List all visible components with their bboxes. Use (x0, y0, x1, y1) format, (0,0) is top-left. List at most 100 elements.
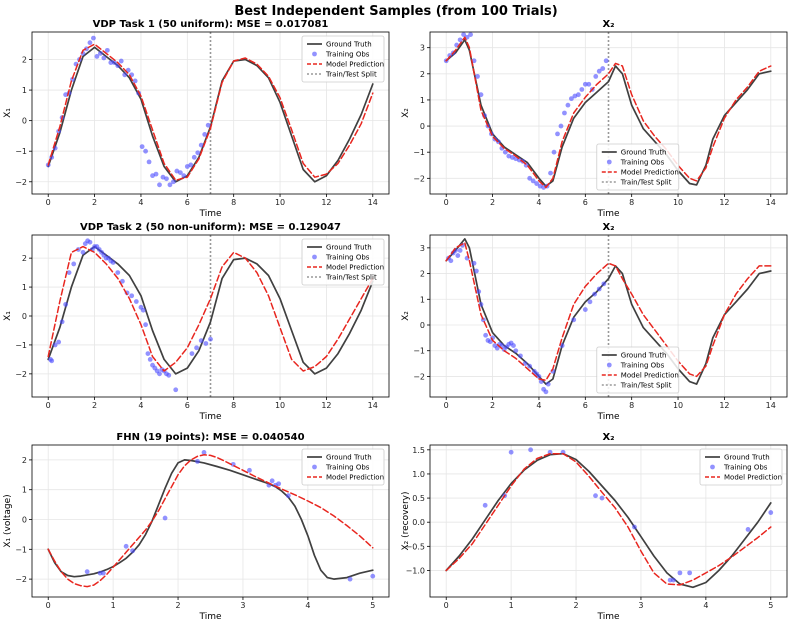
y-tick-label: 1 (22, 486, 27, 495)
training-obs-point (87, 239, 93, 245)
legend-label: Train/Test Split (325, 71, 377, 79)
training-obs-point (543, 389, 549, 395)
training-obs-point (468, 32, 473, 38)
x-tick-label: 10 (673, 401, 683, 410)
y-tick-label: 2 (22, 254, 27, 263)
training-obs-point (195, 150, 201, 156)
training-obs-point (94, 54, 100, 59)
training-obs-point (173, 387, 179, 393)
training-obs-point (518, 353, 523, 359)
training-obs-point (129, 293, 135, 299)
x-axis-label: Time (198, 612, 221, 622)
training-obs-point (471, 58, 477, 64)
training-obs-point (587, 299, 593, 305)
training-obs-point (513, 348, 519, 354)
training-obs-point (162, 515, 168, 521)
y-tick-label: 0 (420, 321, 425, 330)
legend-label: Ground Truth (326, 454, 372, 462)
y-tick-label: −2 (413, 372, 425, 381)
legend-label: Train/Test Split (620, 382, 672, 390)
training-obs-point (157, 371, 162, 377)
training-obs-point (118, 58, 124, 64)
training-obs-point (130, 548, 136, 554)
training-obs-point (471, 260, 477, 266)
training-obs-point (671, 577, 676, 583)
y-tick-label: −1 (413, 347, 425, 356)
legend-label: Ground Truth (621, 149, 667, 157)
training-obs-point (582, 81, 588, 87)
legend-label: Training Obs (325, 51, 370, 59)
panel-title: FHN (19 points): MSE = 0.040540 (116, 432, 304, 443)
plot-marks (47, 450, 376, 588)
legend-box (699, 448, 783, 486)
training-obs-point (80, 249, 86, 255)
legend: Ground Truth Training Obs Model Prediction (699, 448, 783, 486)
training-obs-point (115, 270, 121, 276)
training-obs-point (198, 338, 204, 343)
training-obs-point (558, 123, 564, 129)
training-obs-point (677, 570, 683, 576)
training-obs-point (59, 319, 65, 325)
legend-box (596, 143, 680, 191)
panel-fhn_x2: 0 1 2 3 4 5 −1.0 −0.5 0.0 0.5 1.0 1.5 X₂ Time X₂ (reco… (401, 432, 788, 622)
training-obs-point (123, 543, 129, 549)
x-tick-label: 14 (368, 198, 378, 207)
training-obs-point (139, 144, 145, 150)
legend-label: Model Prediction (621, 169, 679, 177)
x-axis-label: Time (596, 612, 619, 622)
y-axis-label: X₁ (voltage) (3, 494, 13, 547)
x-tick-label: 4 (138, 401, 143, 410)
training-obs-point (555, 131, 560, 137)
legend-box (301, 35, 385, 83)
training-obs-point (632, 524, 637, 530)
x-axis-label: Time (198, 412, 221, 422)
training-obs-point (84, 569, 90, 575)
training-obs-point (208, 336, 213, 342)
training-obs-point (189, 351, 195, 357)
training-obs-point (457, 37, 463, 43)
training-obs-point (511, 343, 516, 348)
y-tick-label: −2 (413, 174, 425, 183)
training-obs-point (601, 281, 607, 287)
x-tick-label: 3 (240, 601, 245, 610)
plot-marks (445, 447, 774, 589)
training-obs-point (87, 40, 93, 46)
legend-swatch-training-obs (710, 464, 715, 470)
x-tick-label: 6 (583, 198, 588, 207)
training-obs-point (530, 178, 536, 184)
legend-label: Training Obs (620, 362, 665, 370)
training-obs-point (586, 81, 592, 87)
training-obs-point (198, 142, 204, 148)
figure-title: Best Independent Samples (from 100 Trial… (234, 4, 557, 19)
x-tick-label: 2 (92, 198, 97, 207)
training-obs-point (191, 154, 197, 160)
legend: Ground Truth Training Obs Model Prediction… (301, 35, 385, 83)
legend-label: Ground Truth (326, 244, 372, 252)
legend: Ground Truth Training Obs Model Prediction… (596, 346, 680, 394)
x-tick-label: 6 (583, 401, 588, 410)
x-tick-label: 12 (719, 198, 729, 207)
training-obs-point (49, 358, 55, 364)
legend-swatch-training-obs (312, 464, 317, 470)
y-tick-label: −1 (15, 545, 27, 554)
x-tick-label: 0 (444, 401, 449, 410)
y-tick-label: 0 (22, 516, 27, 525)
x-tick-label: 5 (768, 601, 773, 610)
training-obs-point (111, 60, 117, 65)
training-obs-point (285, 493, 291, 499)
x-tick-label: 8 (629, 401, 634, 410)
y-tick-label: 2 (420, 270, 425, 279)
training-obs-point (110, 260, 116, 265)
x-tick-label: 0 (46, 401, 51, 410)
training-obs-point (494, 345, 500, 351)
x-tick-label: 4 (138, 198, 143, 207)
training-obs-point (461, 32, 467, 38)
training-obs-point (52, 342, 58, 348)
y-tick-label: 0 (420, 122, 425, 131)
training-obs-point (534, 181, 540, 186)
training-obs-point (146, 159, 152, 165)
legend-label: Training Obs (325, 464, 370, 472)
model-prediction-line (445, 241, 772, 382)
